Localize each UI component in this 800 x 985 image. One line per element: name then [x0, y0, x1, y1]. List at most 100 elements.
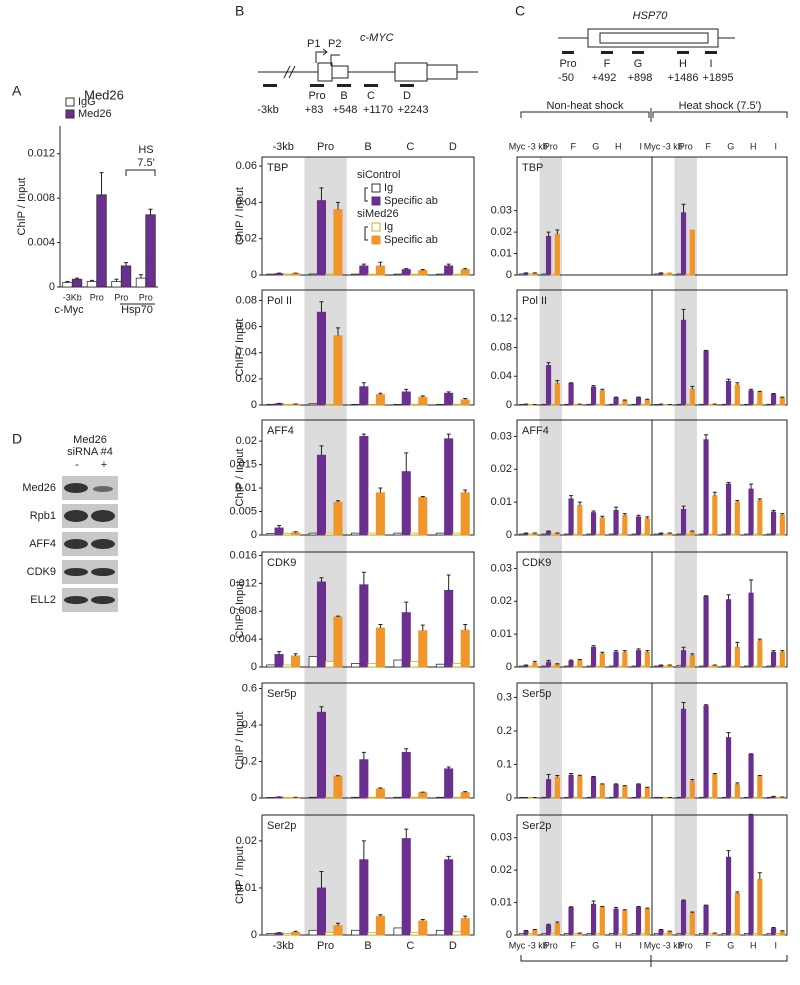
bar — [748, 754, 754, 799]
error-bar — [336, 922, 341, 926]
bar — [703, 905, 709, 936]
error-bar — [600, 388, 605, 391]
error-bar — [277, 651, 282, 655]
bar — [676, 932, 682, 936]
y-tick-label: 0 — [506, 529, 512, 541]
bar — [325, 796, 335, 799]
y-axis-label: ChIP / Input — [234, 449, 246, 507]
error-bar — [138, 274, 143, 279]
bar — [617, 533, 624, 536]
position-label: +492 — [592, 72, 617, 84]
bar — [444, 438, 454, 536]
blot-subtitle: siRNA #4 — [67, 446, 113, 458]
bar — [550, 932, 556, 936]
bar — [572, 796, 579, 799]
bar — [554, 532, 560, 536]
bar — [367, 796, 377, 799]
bar — [291, 655, 301, 668]
error-bar — [780, 396, 785, 398]
bar — [316, 711, 327, 799]
position-label: +83 — [305, 104, 324, 116]
region-label: I — [709, 58, 712, 70]
error-bar — [420, 624, 425, 631]
y-tick-label: 0.01 — [491, 628, 512, 640]
bar — [779, 514, 785, 536]
chart-title: Ser2p — [267, 820, 296, 832]
bar — [699, 403, 705, 406]
bar — [308, 403, 318, 406]
chart-title: AFF4 — [267, 425, 294, 437]
bar — [519, 533, 525, 536]
bar — [367, 532, 377, 536]
bar — [351, 663, 361, 668]
x-tick-label: Myc -3 kb — [644, 141, 683, 151]
bar — [316, 454, 327, 536]
region-label: Pro — [559, 58, 576, 70]
bar — [460, 792, 470, 799]
bar — [654, 932, 660, 936]
bar — [577, 932, 583, 936]
error-bar — [555, 380, 560, 384]
x-tick-label: -3Kb — [63, 292, 82, 302]
error-bar — [600, 783, 605, 785]
bar — [635, 397, 642, 406]
x-tick-label: D — [449, 940, 457, 952]
error-bar — [614, 396, 619, 398]
bar — [609, 932, 615, 936]
bar — [766, 665, 772, 668]
bar — [725, 856, 732, 936]
chart-title: CDK9 — [522, 557, 551, 569]
bar — [401, 269, 411, 276]
bar — [444, 392, 454, 406]
protein-label: AFF4 — [29, 538, 56, 550]
bracket — [125, 169, 156, 176]
bar — [730, 796, 736, 799]
bar — [622, 651, 628, 668]
region-label: D — [403, 90, 411, 102]
bar — [418, 396, 428, 406]
bar — [770, 393, 777, 406]
x-tick-label: I — [774, 141, 777, 151]
bar — [545, 779, 552, 799]
bar — [444, 265, 454, 276]
x-tick-label: F — [706, 141, 712, 151]
error-bar — [726, 850, 731, 858]
y-tick-label: 0.12 — [491, 313, 512, 325]
bar — [599, 517, 605, 536]
error-bar — [577, 658, 582, 661]
bar — [572, 932, 579, 936]
bar — [393, 273, 403, 276]
bar — [545, 365, 552, 406]
error-bar — [546, 774, 551, 780]
bar — [676, 533, 682, 536]
error-bar — [404, 452, 409, 472]
bar — [725, 737, 732, 799]
protein-label: ELL2 — [30, 594, 56, 606]
legend-label: IgG — [78, 96, 96, 108]
error-bar — [378, 392, 383, 395]
y-tick-label: 0.03 — [491, 430, 512, 442]
bar — [685, 273, 691, 276]
bar — [685, 932, 691, 936]
bar — [752, 796, 759, 799]
bar — [734, 893, 740, 936]
bar — [367, 663, 377, 668]
error-bar — [546, 530, 551, 532]
bar — [375, 915, 385, 936]
bar — [595, 403, 601, 406]
y-tick-label: 0 — [49, 281, 55, 293]
bar — [545, 235, 552, 276]
region-label: H — [679, 58, 687, 70]
error-bar — [546, 231, 551, 237]
y-tick-label: 0.08 — [236, 294, 257, 306]
error-bar — [293, 653, 298, 656]
bar — [613, 397, 619, 406]
bar — [460, 918, 470, 936]
bar — [699, 796, 705, 799]
error-bar — [569, 659, 574, 662]
bar — [444, 768, 454, 799]
condition-label: Heat shock (7.5') — [679, 100, 762, 112]
bar — [590, 512, 597, 536]
bar — [519, 796, 525, 799]
bar — [775, 796, 781, 799]
